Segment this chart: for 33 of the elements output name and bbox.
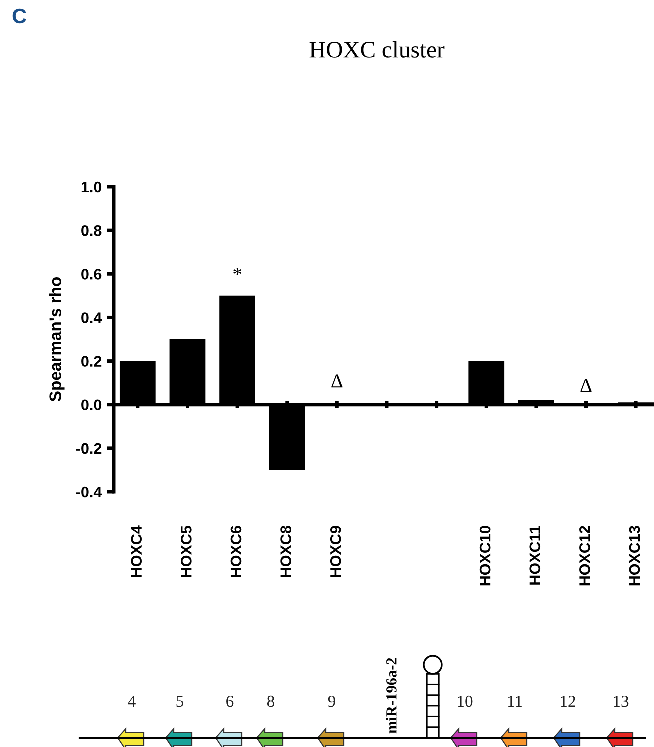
annotation: Δ <box>580 379 592 392</box>
annotation: * <box>234 268 242 276</box>
x-tick-label: HOXC8 <box>280 526 292 578</box>
text: 9 <box>328 696 336 708</box>
x-tick-label: HOXC10 <box>480 526 491 586</box>
y-tick-label: 1.0 <box>82 182 102 193</box>
text: 4 <box>128 696 136 708</box>
text: 8 <box>267 696 275 708</box>
text: C <box>12 8 26 24</box>
x-tick-label: HOXC12 <box>580 526 590 586</box>
text: 10 <box>458 696 473 708</box>
y-tick-label: 0.8 <box>82 225 102 236</box>
y-axis-title: Spearman's rho <box>49 278 65 402</box>
chart-title: HOXC cluster <box>310 41 445 58</box>
y-tick-label: -0.4 <box>76 486 102 498</box>
x-tick-label: HOXC13 <box>629 526 640 586</box>
y-tick-label: 0.0 <box>82 400 102 411</box>
text: 13 <box>614 696 629 708</box>
x-tick-label: HOXC5 <box>181 526 192 578</box>
text: miR-196a-2 <box>386 658 397 734</box>
x-tick-label: HOXC11 <box>530 526 541 585</box>
text: 12 <box>561 696 576 708</box>
y-tick-label: 0.2 <box>82 356 102 367</box>
y-tick-label: -0.2 <box>76 443 102 454</box>
text: 6 <box>226 696 234 708</box>
text: 5 <box>176 696 184 708</box>
annotation: Δ <box>332 374 343 388</box>
x-tick-label: HOXC9 <box>330 526 342 578</box>
y-tick-label: 0.4 <box>82 312 102 324</box>
x-tick-label: HOXC6 <box>230 526 242 578</box>
text: 11 <box>508 696 522 708</box>
y-tick-label: 0.6 <box>82 269 102 280</box>
x-tick-label: HOXC4 <box>131 526 142 578</box>
